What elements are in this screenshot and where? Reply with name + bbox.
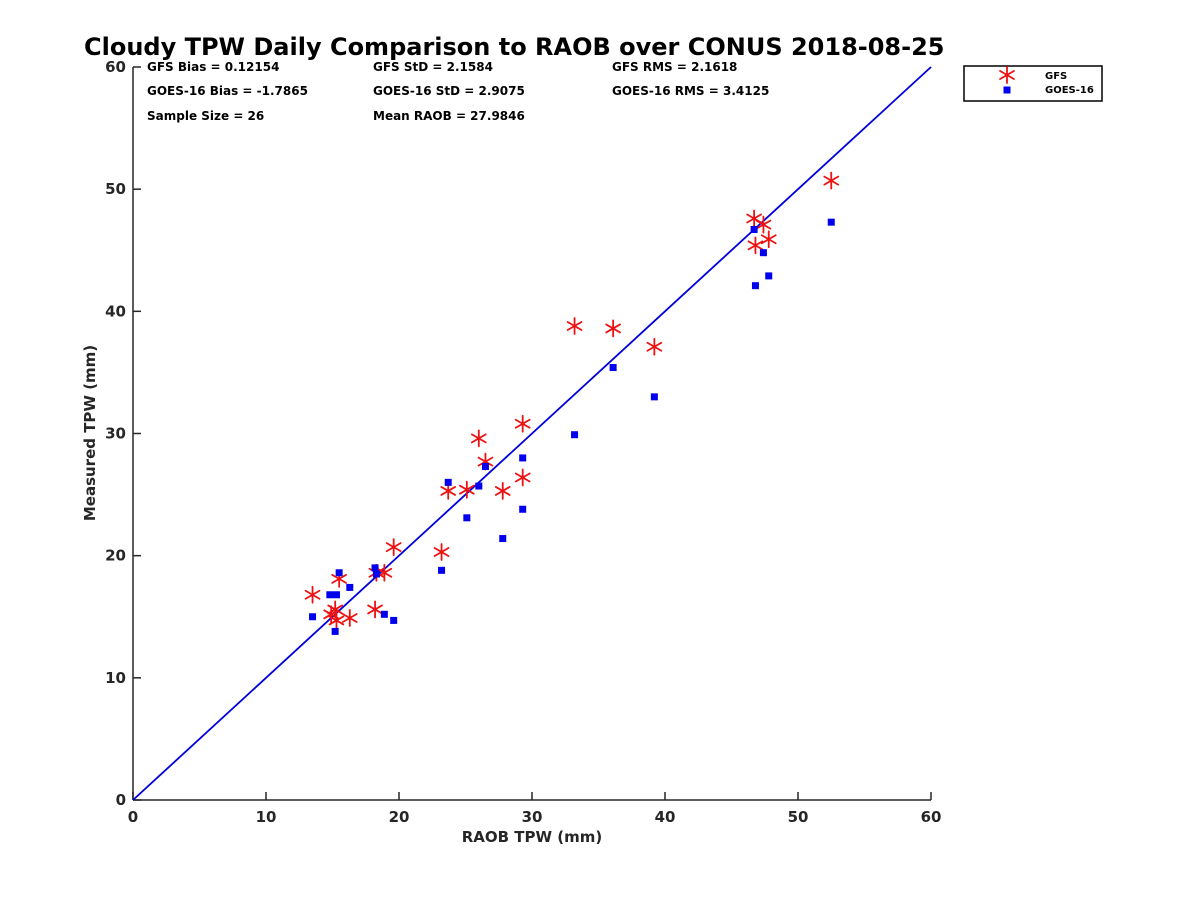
goes16-point xyxy=(326,591,334,599)
gfs-point xyxy=(304,585,321,604)
legend: GFS GOES-16 xyxy=(963,65,1103,102)
gfs-point xyxy=(327,600,343,619)
x-tick-label: 0 xyxy=(128,808,138,826)
axes: 0 10 20 30 40 50 60 0 10 20 30 40 50 60 xyxy=(105,58,941,826)
gfs-point xyxy=(760,230,777,249)
stat-goes-rms: GOES-16 RMS = 3.4125 xyxy=(612,84,769,98)
legend-gfs-asterisk xyxy=(999,66,1015,84)
legend-box xyxy=(963,65,1103,102)
x-tick-label: 60 xyxy=(921,808,942,826)
gfs-point xyxy=(470,429,487,448)
data-marks xyxy=(304,171,840,635)
stat-gfs-bias: GFS Bias = 0.12154 xyxy=(147,60,279,74)
gfs-point xyxy=(328,611,345,630)
legend-goes-marker xyxy=(1003,86,1011,94)
goes16-point xyxy=(759,249,767,257)
reference-line-group xyxy=(132,66,932,801)
gfs-point xyxy=(755,215,772,234)
gfs-point xyxy=(605,319,621,338)
goes16-point xyxy=(519,454,527,462)
gfs-point xyxy=(367,600,383,619)
goes16-point xyxy=(827,218,835,226)
goes16-point xyxy=(371,564,379,572)
gfs-point xyxy=(459,480,475,499)
gfs-point xyxy=(646,337,663,356)
y-tick-label: 30 xyxy=(105,425,126,443)
goes16-point xyxy=(481,462,489,470)
goes16-point xyxy=(499,535,507,543)
stat-goes-std: GOES-16 StD = 2.9075 xyxy=(373,84,525,98)
stat-gfs-rms: GFS RMS = 2.1618 xyxy=(612,60,737,74)
gfs-point xyxy=(494,482,511,500)
goes16-point xyxy=(650,393,658,401)
goes16-point xyxy=(390,616,398,624)
goes16-point xyxy=(519,505,527,513)
legend-goes-label: GOES-16 xyxy=(1045,85,1094,96)
gfs-point xyxy=(566,317,583,335)
legend-gfs-label: GFS xyxy=(1045,71,1067,82)
stat-mean-raob: Mean RAOB = 27.9846 xyxy=(373,109,525,123)
goes16-point xyxy=(309,613,317,621)
goes16-point xyxy=(571,431,579,439)
x-axis-label: RAOB TPW (mm) xyxy=(462,828,603,846)
x-tick-label: 20 xyxy=(389,808,410,826)
x-tick-label: 10 xyxy=(256,808,277,826)
y-tick-label: 20 xyxy=(105,547,126,565)
x-tick-label: 30 xyxy=(522,808,543,826)
legend-gfs-marker xyxy=(999,66,1015,84)
gfs-point xyxy=(514,414,531,433)
y-tick-label: 60 xyxy=(105,58,126,76)
y-tick-label: 50 xyxy=(105,180,126,198)
stat-sample-size: Sample Size = 26 xyxy=(147,109,264,123)
goes16-point xyxy=(444,478,452,486)
goes16-point xyxy=(750,225,758,233)
goes16-point xyxy=(463,514,471,522)
goes16-point xyxy=(380,610,388,618)
gfs-point xyxy=(433,543,450,561)
x-tick-label: 40 xyxy=(655,808,676,826)
gfs-point xyxy=(747,236,764,255)
y-tick-label: 10 xyxy=(105,669,126,687)
goes16-point xyxy=(438,566,446,574)
goes16-point xyxy=(765,272,773,280)
gfs-point xyxy=(341,609,358,627)
goes16-point xyxy=(335,569,343,577)
gfs-point xyxy=(385,538,402,557)
stat-gfs-std: GFS StD = 2.1584 xyxy=(373,60,493,74)
goes16-point xyxy=(372,570,380,578)
legend-goes-square xyxy=(1003,86,1011,94)
stat-goes-bias: GOES-16 Bias = -1.7865 xyxy=(147,84,308,98)
gfs-point xyxy=(823,171,840,190)
chart-title: Cloudy TPW Daily Comparison to RAOB over… xyxy=(84,33,944,61)
goes16-point xyxy=(475,482,483,490)
goes16-point xyxy=(346,583,354,591)
y-axis-label: Measured TPW (mm) xyxy=(81,345,99,521)
one-to-one-line xyxy=(132,66,932,801)
goes16-point xyxy=(331,627,339,635)
goes16-point xyxy=(751,282,759,290)
x-tick-label: 50 xyxy=(788,808,809,826)
y-tick-label: 0 xyxy=(116,791,126,809)
goes16-point xyxy=(609,364,617,372)
gfs-point xyxy=(514,468,531,487)
y-tick-label: 40 xyxy=(105,302,126,320)
goes16-point xyxy=(332,591,340,599)
